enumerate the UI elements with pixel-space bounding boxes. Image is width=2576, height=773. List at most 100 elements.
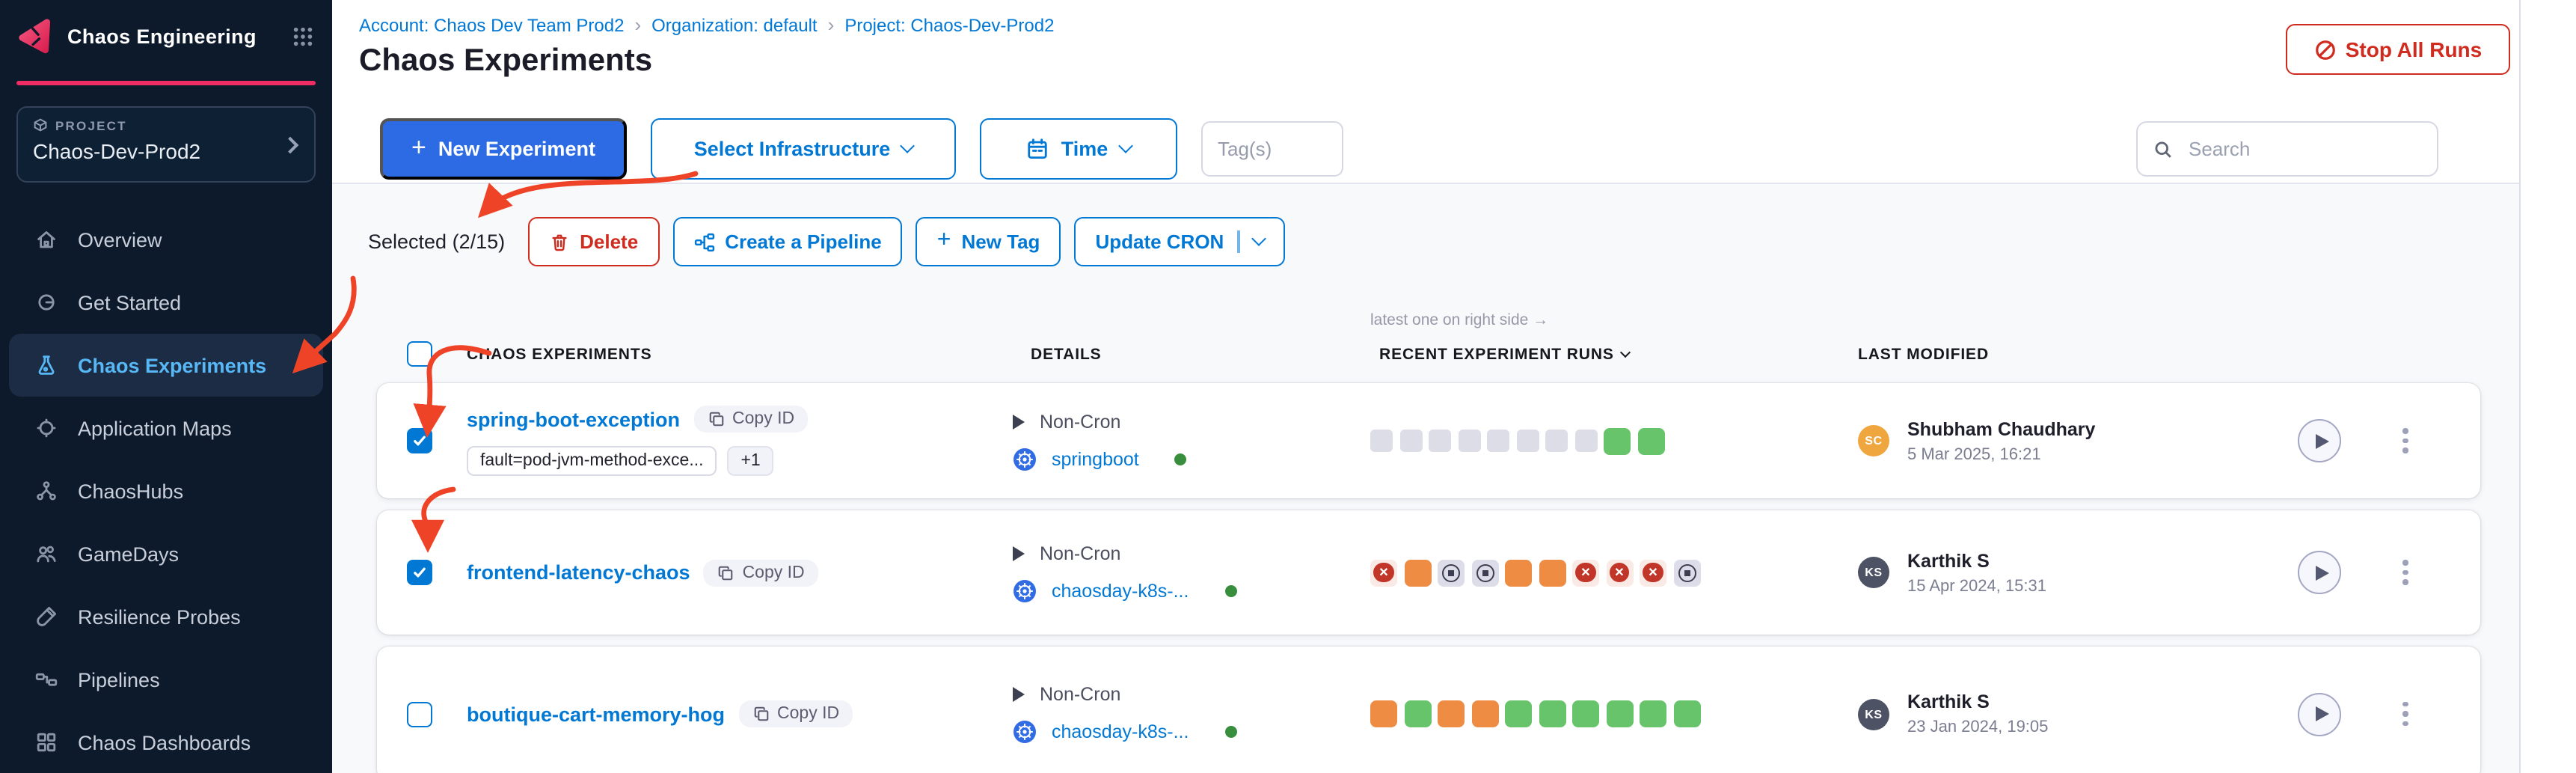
run-status-success[interactable] <box>1637 427 1664 454</box>
run-status-success[interactable] <box>1539 700 1565 727</box>
run-status-failed[interactable]: ✕ <box>1606 559 1633 586</box>
infrastructure-link[interactable]: chaosday-k8s-... <box>1052 721 1189 742</box>
row-menu-button[interactable] <box>2396 423 2414 459</box>
run-status-stopped[interactable] <box>1471 559 1498 586</box>
more-tags-chip[interactable]: +1 <box>727 446 774 476</box>
run-status-empty[interactable] <box>1370 430 1393 452</box>
run-status-success[interactable] <box>1673 700 1700 727</box>
pipeline-icon <box>34 667 58 691</box>
module-grid-icon[interactable] <box>292 25 314 47</box>
modified-by-name: Shubham Chaudhary <box>1907 418 2096 439</box>
row-checkbox[interactable] <box>407 701 432 727</box>
breadcrumb-organization-link[interactable]: Organization: default <box>651 14 818 35</box>
cron-type: Non-Cron <box>1040 411 1121 432</box>
sidebar-item-overview[interactable]: Overview <box>9 208 323 271</box>
chevron-right-icon: › <box>827 13 835 36</box>
create-pipeline-button[interactable]: Create a Pipeline <box>672 217 903 266</box>
new-experiment-button[interactable]: + New Experiment <box>380 118 627 180</box>
copy-id-label: Copy ID <box>742 563 805 581</box>
search-input[interactable] <box>2186 136 2455 162</box>
copy-icon <box>719 565 733 580</box>
toolbar: + New Experiment Select Infrastructure T… <box>380 118 1343 180</box>
run-experiment-button[interactable] <box>2298 419 2341 462</box>
avatar: KS <box>1858 698 1889 730</box>
infrastructure-link[interactable]: chaosday-k8s-... <box>1052 580 1189 601</box>
experiment-name-link[interactable]: spring-boot-exception <box>467 408 680 430</box>
recent-runs-strip: ✕ ✕ ✕ ✕ <box>1364 510 1750 635</box>
run-status-stopped[interactable] <box>1673 559 1700 586</box>
stop-all-runs-button[interactable]: Stop All Runs <box>2286 24 2510 75</box>
run-status-empty[interactable] <box>1399 430 1422 452</box>
run-experiment-button[interactable] <box>2298 551 2341 594</box>
failed-x-icon: ✕ <box>1609 562 1630 583</box>
chaos-engineering-logo-icon <box>19 18 51 53</box>
fault-tag-chip[interactable]: fault=pod-jvm-method-exce... <box>467 446 717 476</box>
run-status-running[interactable] <box>1404 559 1431 586</box>
run-status-empty[interactable] <box>1429 430 1451 452</box>
sidebar-item-pipelines[interactable]: Pipelines <box>9 648 323 711</box>
row-menu-button[interactable] <box>2396 554 2414 591</box>
breadcrumb-project-link[interactable]: Project: Chaos-Dev-Prod2 <box>844 14 1055 35</box>
select-infrastructure-dropdown[interactable]: Select Infrastructure <box>651 118 956 180</box>
project-selector[interactable]: PROJECT Chaos-Dev-Prod2 <box>16 106 316 183</box>
run-status-success[interactable] <box>1606 700 1633 727</box>
sidebar-item-chaoshubs[interactable]: ChaosHubs <box>9 459 323 522</box>
run-status-failed[interactable]: ✕ <box>1640 559 1666 586</box>
column-header-runs[interactable]: RECENT EXPERIMENT RUNS <box>1379 345 1614 363</box>
run-status-running[interactable] <box>1505 559 1532 586</box>
run-status-running[interactable] <box>1471 700 1498 727</box>
row-checkbox[interactable] <box>407 560 432 585</box>
run-status-empty[interactable] <box>1574 430 1597 452</box>
copy-id-chip[interactable]: Copy ID <box>693 406 809 433</box>
update-cron-button[interactable]: Update CRON <box>1074 217 1285 266</box>
run-status-running[interactable] <box>1370 700 1397 727</box>
get-started-icon <box>34 290 58 314</box>
run-status-success[interactable] <box>1572 700 1599 727</box>
run-status-running[interactable] <box>1438 700 1465 727</box>
time-filter-dropdown[interactable]: Time <box>980 118 1177 180</box>
run-status-success[interactable] <box>1640 700 1666 727</box>
run-status-failed[interactable]: ✕ <box>1370 559 1397 586</box>
run-status-empty[interactable] <box>1516 430 1539 452</box>
run-status-success[interactable] <box>1404 700 1431 727</box>
delete-button[interactable]: Delete <box>527 217 660 266</box>
trash-icon <box>551 233 566 251</box>
sidebar-item-chaos-experiments[interactable]: Chaos Experiments <box>9 334 323 397</box>
row-checkbox[interactable] <box>407 428 432 453</box>
table-row: frontend-latency-chaos Copy ID Non-Cron <box>377 510 2480 635</box>
run-experiment-button[interactable] <box>2298 692 2341 736</box>
sidebar-item-resilience-probes[interactable]: Resilience Probes <box>9 585 323 648</box>
search-icon <box>2155 141 2171 157</box>
infrastructure-link[interactable]: springboot <box>1052 448 1139 469</box>
run-status-success[interactable] <box>1505 700 1532 727</box>
row-menu-button[interactable] <box>2396 696 2414 733</box>
stop-slashed-circle-icon <box>2315 40 2335 59</box>
select-all-checkbox[interactable] <box>407 341 432 367</box>
run-status-stopped[interactable] <box>1438 559 1465 586</box>
run-status-success[interactable] <box>1604 427 1631 454</box>
run-status-failed[interactable]: ✕ <box>1572 559 1599 586</box>
run-status-empty[interactable] <box>1487 430 1509 452</box>
search-box[interactable] <box>2136 121 2455 177</box>
modified-by-name: Karthik S <box>1907 550 1990 571</box>
sidebar-item-application-maps[interactable]: Application Maps <box>9 397 323 459</box>
copy-id-label: Copy ID <box>732 410 795 428</box>
copy-id-chip[interactable]: Copy ID <box>703 559 818 586</box>
run-status-running[interactable] <box>1539 559 1565 586</box>
sidebar-item-gamedays[interactable]: GameDays <box>9 522 323 585</box>
avatar: SC <box>1858 425 1889 456</box>
table-header: latest one on right side → CHAOS EXPERIM… <box>377 308 2480 367</box>
copy-id-chip[interactable]: Copy ID <box>738 700 853 727</box>
experiment-name-link[interactable]: frontend-latency-chaos <box>467 561 690 584</box>
new-tag-button[interactable]: + New Tag <box>916 217 1061 266</box>
tags-filter-input[interactable] <box>1201 121 1343 177</box>
crosshair-circle-icon <box>34 416 58 440</box>
run-status-empty[interactable] <box>1458 430 1480 452</box>
sidebar-item-get-started[interactable]: Get Started <box>9 271 323 334</box>
breadcrumb-account-link[interactable]: Account: Chaos Dev Team Prod2 <box>359 14 625 35</box>
page-header: Account: Chaos Dev Team Prod2 › Organiza… <box>332 0 2519 184</box>
kubernetes-icon <box>1013 579 1036 602</box>
sidebar-item-chaos-dashboards[interactable]: Chaos Dashboards <box>9 711 323 773</box>
run-status-empty[interactable] <box>1545 430 1568 452</box>
experiment-name-link[interactable]: boutique-cart-memory-hog <box>467 703 726 725</box>
